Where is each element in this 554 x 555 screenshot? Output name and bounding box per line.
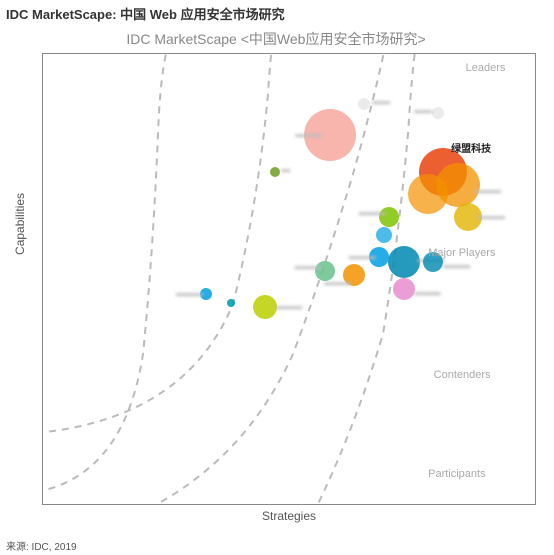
vendor-bubble xyxy=(388,246,420,278)
vendor-label-blurred: ▬▬▬ xyxy=(349,251,376,261)
vendor-label-blurred: ▬▬▬ xyxy=(176,288,203,298)
quadrant-curves xyxy=(43,54,536,505)
vendor-bubble xyxy=(227,299,235,307)
quadrant-label: Contenders xyxy=(434,369,491,381)
vendor-bubble xyxy=(270,167,280,177)
vendor-label-blurred: ▬▬▬ xyxy=(478,211,505,221)
vendor-bubble xyxy=(432,107,444,119)
vendor-label: 绿盟科技 xyxy=(451,140,491,155)
chart-title: IDC MarketScape <中国Web应用安全市场研究> xyxy=(6,27,546,53)
vendor-label-blurred: ▬▬▬ xyxy=(296,129,323,139)
vendor-label-blurred: ▬▬▬ xyxy=(295,261,322,271)
vendor-label-blurred: ▬▬ xyxy=(414,105,432,115)
vendor-bubble xyxy=(408,174,448,214)
x-axis-label: Strategies xyxy=(262,509,316,523)
vendor-label-blurred: ▬▬▬ xyxy=(359,207,386,217)
chart-wrapper: IDC MarketScape <中国Web应用安全市场研究> ▬▬▬绿盟科技▬… xyxy=(6,27,546,537)
vendor-bubble xyxy=(358,98,370,110)
vendor-bubble xyxy=(393,278,415,300)
y-axis-label: Capabilities xyxy=(13,193,27,255)
quadrant-label: Leaders xyxy=(466,62,506,74)
vendor-label-blurred: ▬▬▬ xyxy=(275,301,302,311)
vendor-label-blurred: ▬ xyxy=(281,164,290,174)
vendor-label-blurred: ▬▬ xyxy=(372,96,390,106)
quadrant-label: Major Players xyxy=(428,247,495,259)
plot-container: ▬▬▬绿盟科技▬▬▬▬▬▬▬▬▬▬▬▬▬▬▬▬▬▬▬▬▬▬▬▬▬▬▬▬▬▬▬▬▬… xyxy=(42,53,536,505)
plot-area: ▬▬▬绿盟科技▬▬▬▬▬▬▬▬▬▬▬▬▬▬▬▬▬▬▬▬▬▬▬▬▬▬▬▬▬▬▬▬▬… xyxy=(42,53,536,505)
page-title: IDC MarketScape: 中国 Web 应用安全市场研究 xyxy=(0,0,554,27)
vendor-bubble xyxy=(376,227,392,243)
vendor-label-blurred: ▬▬▬ xyxy=(474,185,501,195)
source-note: 来源: IDC, 2019 xyxy=(6,538,77,553)
vendor-bubble xyxy=(253,295,277,319)
vendor-label-blurred: ▬▬▬ xyxy=(414,287,441,297)
vendor-label-blurred: ▬▬▬ xyxy=(443,260,470,270)
quadrant-label: Participants xyxy=(428,468,485,480)
